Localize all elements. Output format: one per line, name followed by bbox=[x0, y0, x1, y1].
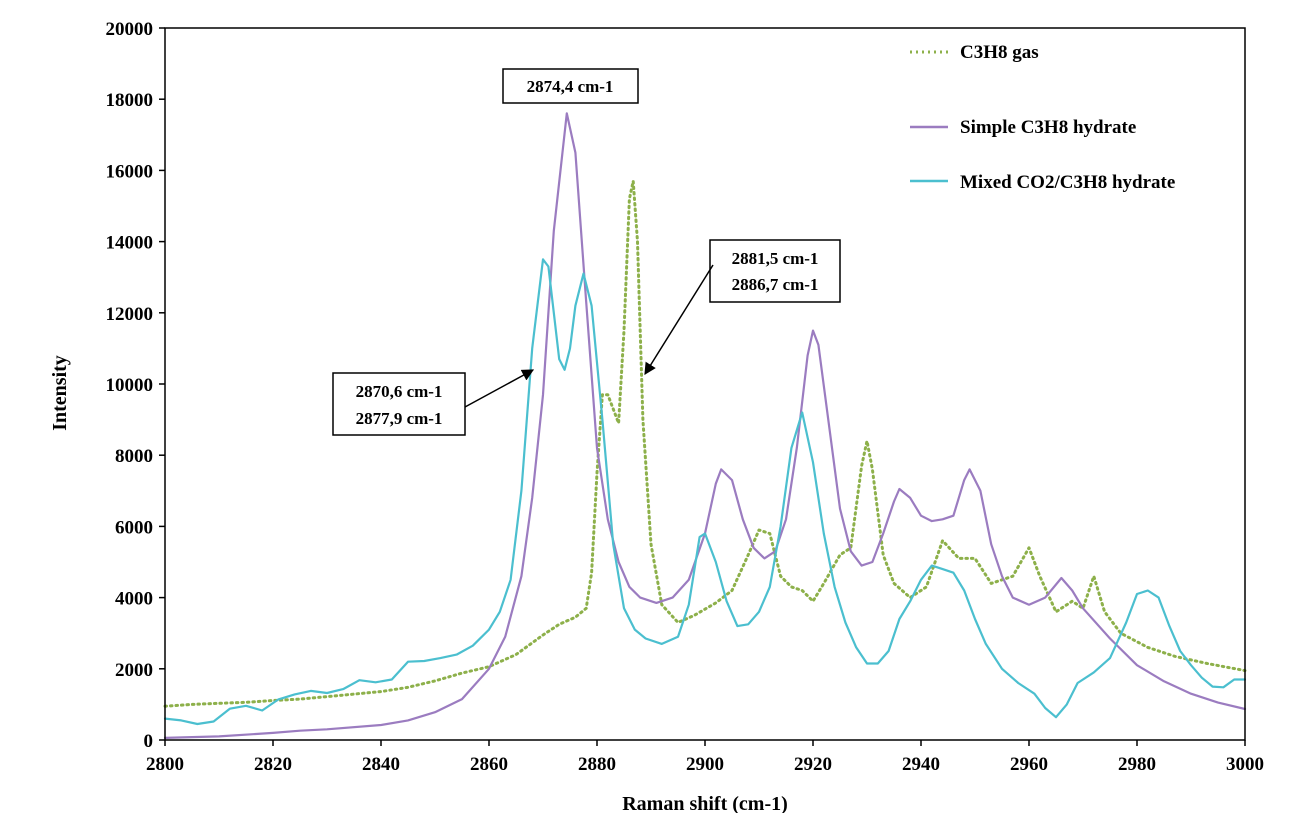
x-tick-label-2820: 2820 bbox=[254, 754, 292, 775]
x-tick-label-2900: 2900 bbox=[686, 754, 724, 775]
legend-item-simple-hydrate: Simple C3H8 hydrate bbox=[910, 117, 1136, 138]
annotation-label-mixed-2: 2877,9 cm-1 bbox=[356, 409, 443, 428]
annotation-peaks-mixed: 2870,6 cm-1 2877,9 cm-1 bbox=[332, 369, 535, 436]
y-tick-label-16000: 16000 bbox=[106, 161, 154, 182]
y-tick-label-14000: 14000 bbox=[106, 233, 154, 254]
y-tick-label-2000: 2000 bbox=[115, 660, 153, 681]
y-tick-label-6000: 6000 bbox=[115, 517, 153, 538]
x-tick-label-2940: 2940 bbox=[902, 754, 940, 775]
y-tick-label-12000: 12000 bbox=[106, 304, 154, 325]
legend: C3H8 gas Simple C3H8 hydrate Mixed CO2/C… bbox=[910, 42, 1175, 193]
annotation-label-gas-1: 2881,5 cm-1 bbox=[732, 249, 819, 268]
annotation-label-mixed-1: 2870,6 cm-1 bbox=[356, 382, 443, 401]
legend-item-c3h8-gas: C3H8 gas bbox=[910, 42, 1039, 63]
legend-label-c3h8-gas: C3H8 gas bbox=[960, 42, 1039, 63]
annotation-box-gas bbox=[709, 239, 841, 303]
series-layer bbox=[163, 112, 1247, 739]
x-tick-label-3000: 3000 bbox=[1226, 754, 1264, 775]
ticks-layer: 2800 2820 2840 2860 2880 2900 2920 2940 2960 2980… bbox=[106, 19, 1265, 775]
annotation-peaks-gas: 2881,5 cm-1 2886,7 cm-1 bbox=[644, 239, 841, 376]
x-tick-label-2800: 2800 bbox=[146, 754, 184, 775]
y-tick-label-8000: 8000 bbox=[115, 446, 153, 467]
annotation-arrow-mixed bbox=[464, 369, 535, 408]
x-tick-label-2880: 2880 bbox=[578, 754, 616, 775]
x-tick-label-2920: 2920 bbox=[794, 754, 832, 775]
annotation-peak-2874: 2874,4 cm-1 bbox=[502, 68, 639, 104]
y-tick-label-18000: 18000 bbox=[106, 90, 154, 111]
y-tick-label-10000: 10000 bbox=[106, 375, 154, 396]
legend-label-mixed-hydrate: Mixed CO2/C3H8 hydrate bbox=[960, 172, 1175, 193]
series-line-c3h8-gas bbox=[163, 179, 1247, 708]
y-tick-label-20000: 20000 bbox=[106, 19, 154, 40]
annotation-label-2874: 2874,4 cm-1 bbox=[527, 77, 614, 96]
y-tick-label-4000: 4000 bbox=[115, 589, 153, 610]
annotation-label-gas-2: 2886,7 cm-1 bbox=[732, 275, 819, 294]
series-line-mixed-co2-c3h8-hydrate bbox=[163, 258, 1247, 726]
series-line-simple-c3h8-hydrate bbox=[163, 112, 1247, 739]
annotation-box-mixed bbox=[332, 372, 466, 436]
x-tick-label-2860: 2860 bbox=[470, 754, 508, 775]
annotation-box-2874 bbox=[502, 68, 639, 104]
y-axis-title: Intensity bbox=[49, 355, 71, 431]
annotation-arrow-gas bbox=[644, 264, 714, 376]
x-tick-label-2980: 2980 bbox=[1118, 754, 1156, 775]
x-axis-title: Raman shift (cm-1) bbox=[622, 793, 788, 813]
x-tick-label-2840: 2840 bbox=[362, 754, 400, 775]
legend-label-simple-hydrate: Simple C3H8 hydrate bbox=[960, 117, 1136, 138]
legend-item-mixed-hydrate: Mixed CO2/C3H8 hydrate bbox=[910, 172, 1175, 193]
y-tick-label-0: 0 bbox=[144, 731, 154, 752]
x-tick-label-2960: 2960 bbox=[1010, 754, 1048, 775]
